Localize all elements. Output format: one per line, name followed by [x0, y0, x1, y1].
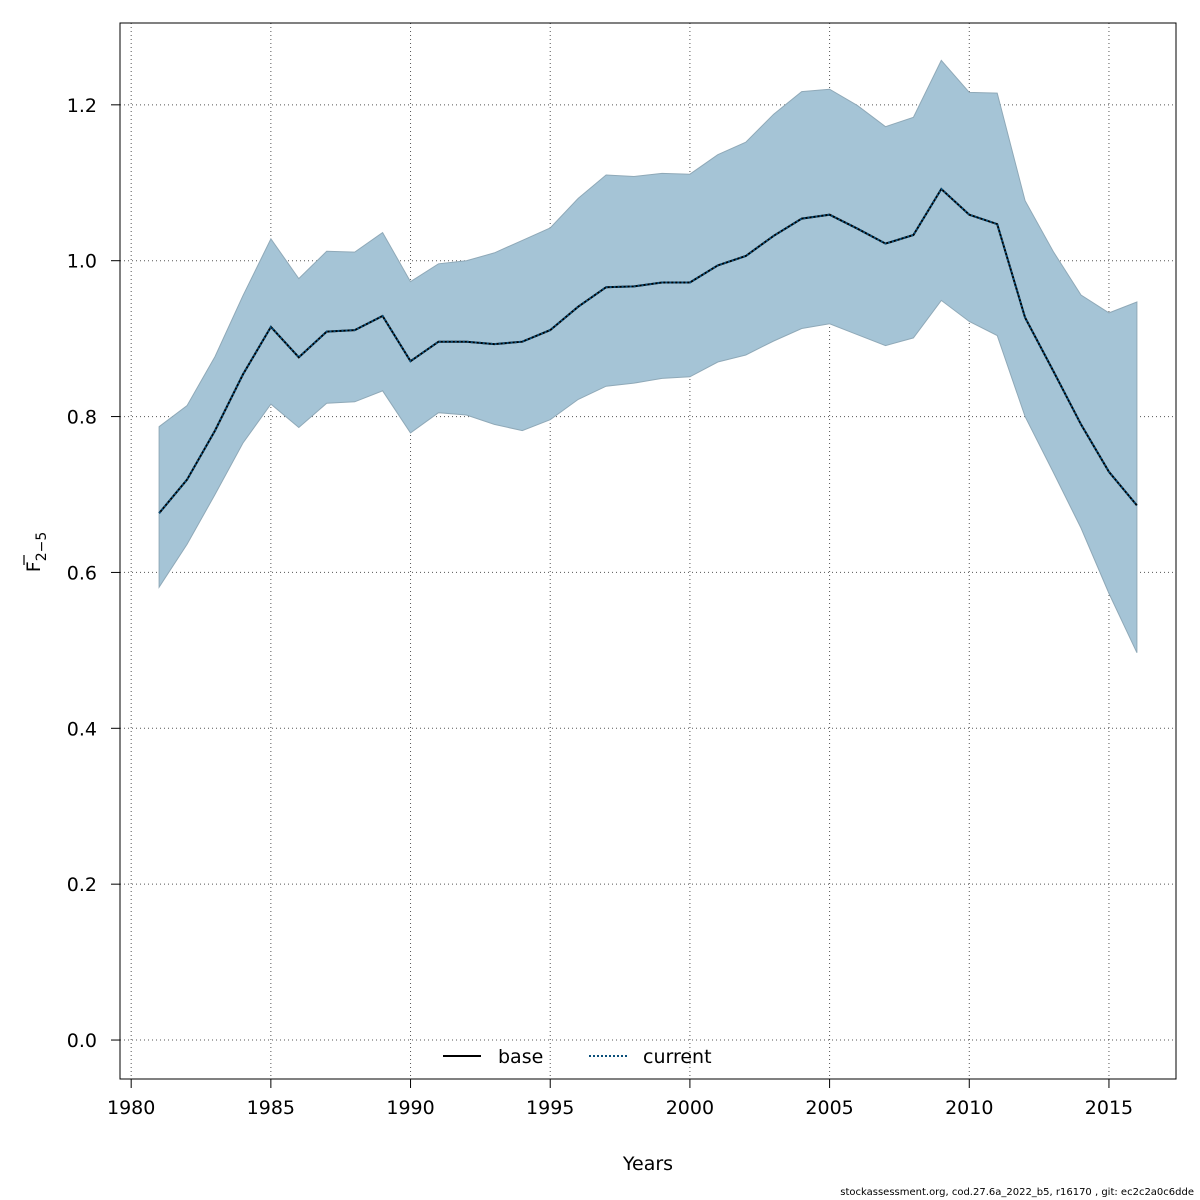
y-tick-label: 0.6 [67, 562, 97, 584]
y-tick-label: 0.0 [67, 1030, 97, 1052]
y-axis-title: F2−5 [23, 532, 50, 572]
x-axis-title: Years [622, 1153, 673, 1175]
y-axis-title-sub: 2−5 [34, 532, 50, 562]
y-tick-label: 1.2 [67, 95, 97, 117]
x-tick-label: 2005 [805, 1097, 853, 1119]
series-line-base [158, 187, 1138, 514]
x-tick-label: 2000 [666, 1097, 714, 1119]
confidence-band [158, 59, 1138, 653]
y-axis: 0.0 0.2 0.4 0.6 0.8 1.0 1.2 [67, 95, 120, 1052]
legend-current-label: current [643, 1046, 712, 1068]
series-lines [158, 187, 1138, 514]
x-tick-label: 2010 [945, 1097, 993, 1119]
x-tick-label: 1990 [386, 1097, 434, 1119]
plot-frame [119, 22, 1177, 1080]
y-axis-title-main: F [23, 561, 45, 572]
footer-credit: stockassessment.org, cod.27.6a_2022_b5, … [840, 1187, 1194, 1198]
x-tick-label: 1995 [526, 1097, 574, 1119]
x-tick-label: 1985 [247, 1097, 295, 1119]
x-axis: 1980 1985 1990 1995 2000 2005 2010 2015 [107, 1079, 1133, 1119]
y-tick-label: 0.4 [67, 718, 97, 740]
x-tick-label: 1980 [107, 1097, 155, 1119]
x-tick-label: 2015 [1085, 1097, 1133, 1119]
y-tick-label: 1.0 [67, 251, 97, 273]
y-tick-label: 0.8 [67, 407, 97, 429]
y-tick-label: 0.2 [67, 874, 97, 896]
legend: base current [443, 1046, 712, 1068]
svg-text:F2−5: F2−5 [23, 532, 50, 572]
confidence-band-group [158, 59, 1138, 653]
legend-base-label: base [498, 1046, 543, 1068]
